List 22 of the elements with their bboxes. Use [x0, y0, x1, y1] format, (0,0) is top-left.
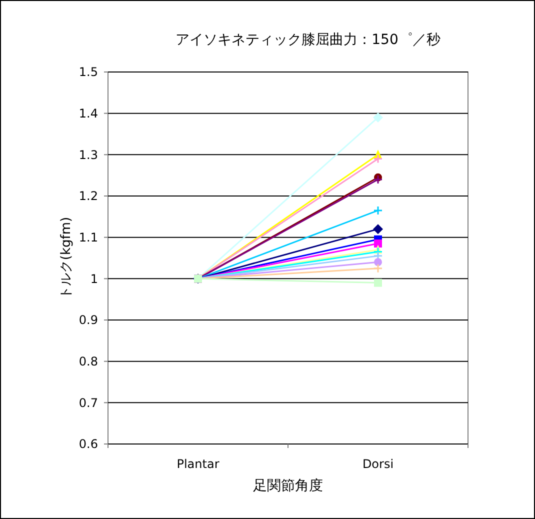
point — [373, 224, 383, 234]
y-tick-label: 1.1 — [78, 230, 98, 245]
y-tick-label: 0.6 — [78, 437, 98, 452]
y-tick-label: 0.9 — [78, 313, 98, 328]
point — [373, 206, 383, 216]
point — [373, 264, 383, 274]
point — [373, 174, 383, 184]
point — [374, 258, 382, 266]
y-tick-label: 0.7 — [78, 396, 98, 410]
y-tick-label: 1.2 — [78, 189, 98, 204]
y-tick-label: 1.4 — [78, 106, 98, 121]
point — [373, 112, 383, 122]
y-tick-label: 1.3 — [78, 148, 98, 162]
chart-title: アイソキネティック膝屈曲力：150゜／秒 — [176, 32, 440, 48]
y-tick-label: 1.5 — [78, 65, 98, 80]
y-tick-label: 0.8 — [78, 354, 98, 369]
point — [374, 278, 382, 287]
x-tick-label: Dorsi — [362, 457, 394, 471]
x-axis-title: 足関節角度 — [253, 478, 323, 494]
y-tick-label: 1 — [90, 272, 98, 286]
x-tick-label: Plantar — [176, 457, 220, 471]
y-axis-title: トルク(kgfm) — [59, 216, 74, 300]
